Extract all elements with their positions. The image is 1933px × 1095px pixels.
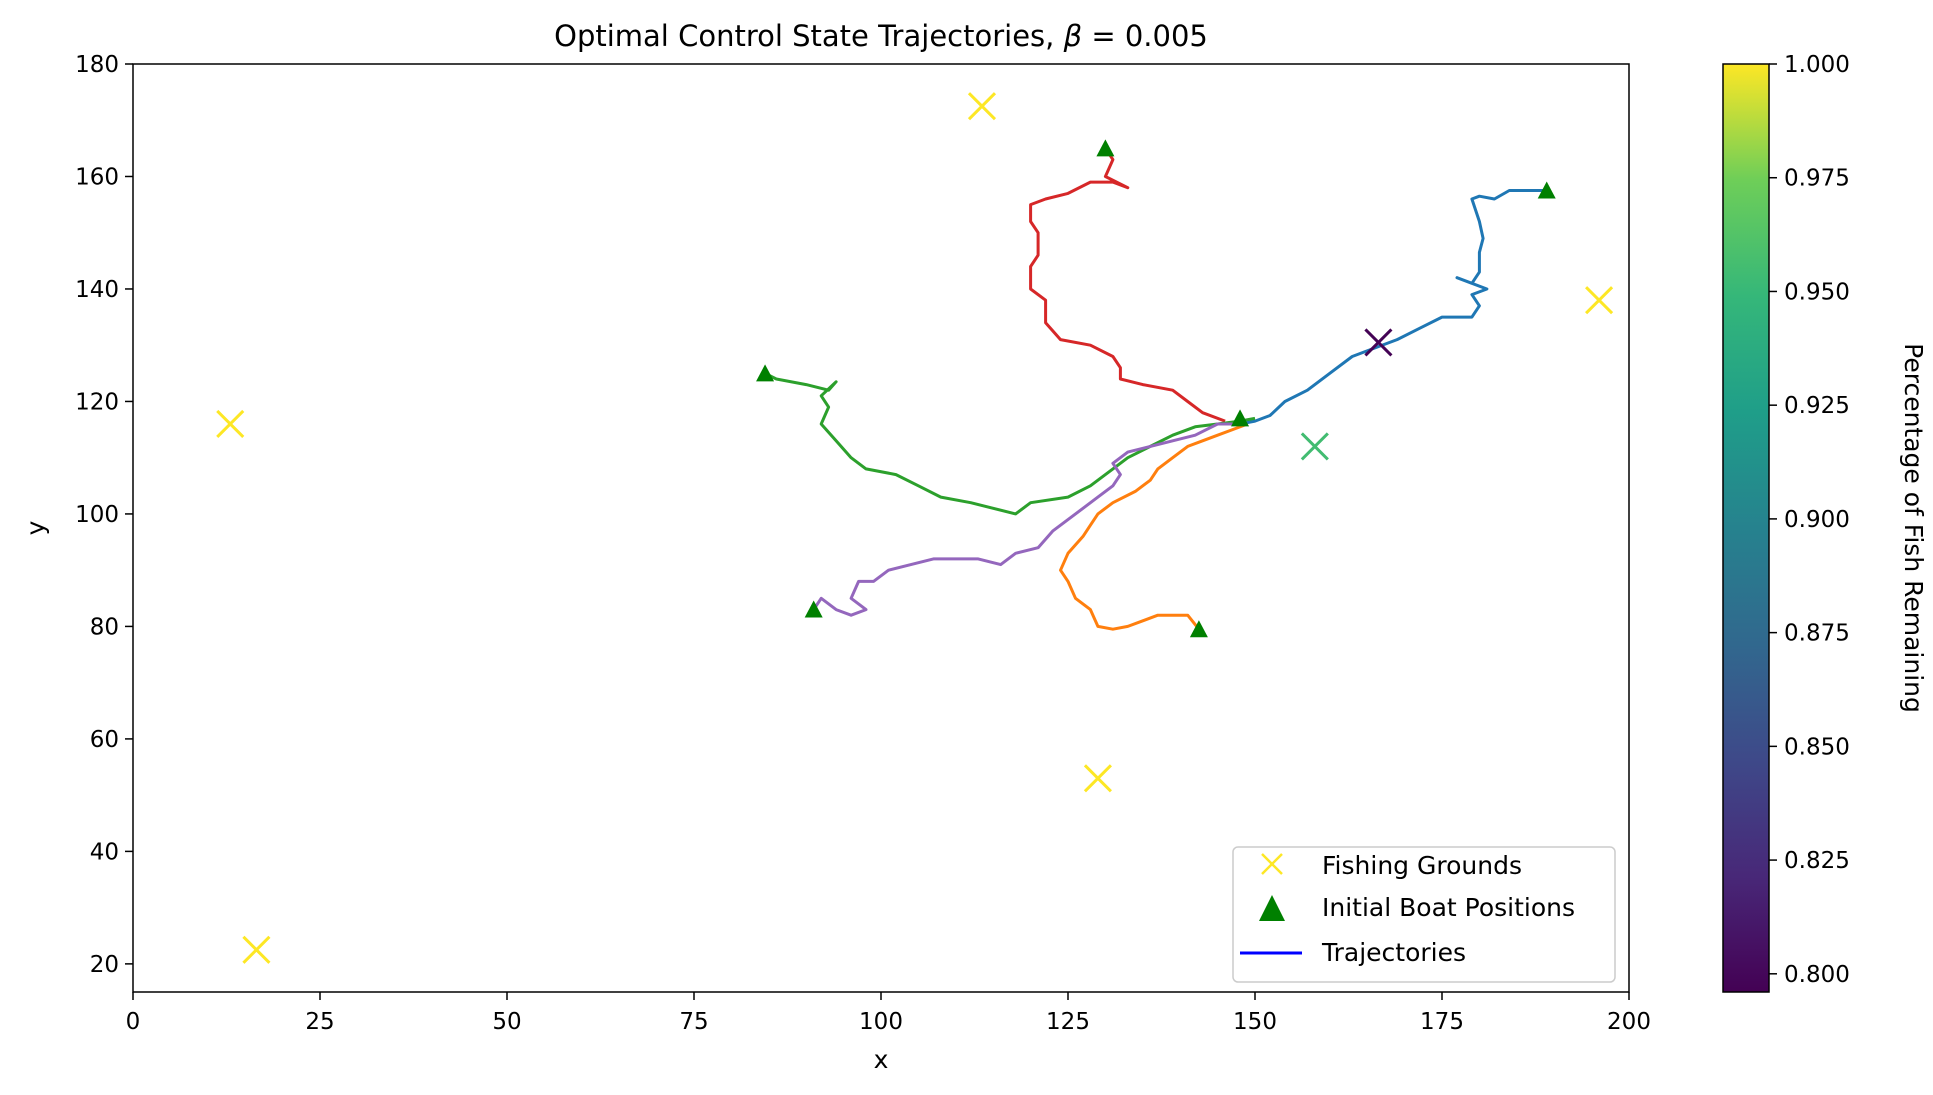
- legend-label-fishing-grounds: Fishing Grounds: [1322, 851, 1522, 880]
- x-tick-label: 0: [126, 1009, 141, 1035]
- colorbar-tick-label: 0.825: [1784, 848, 1850, 874]
- colorbar-tick-label: 0.875: [1784, 621, 1850, 647]
- y-tick-label: 60: [90, 727, 119, 753]
- trajectory-line-2: [1029, 147, 1226, 423]
- colorbar-label: Percentage of Fish Remaining: [1899, 343, 1928, 713]
- legend: Fishing Grounds Initial Boat Positions T…: [1232, 846, 1616, 983]
- initial-boat-marker-5: [1189, 620, 1208, 638]
- colorbar-tick-label: 0.950: [1784, 279, 1850, 305]
- trajectories-layer: [764, 147, 1547, 631]
- initial-boats-layer: [756, 139, 1556, 638]
- fishing-ground-marker-3: [242, 935, 271, 964]
- fishing-ground-marker-5: [1585, 286, 1614, 315]
- x-tick-label: 100: [859, 1009, 903, 1035]
- y-tick-label: 80: [90, 614, 119, 640]
- x-tick-label: 125: [1046, 1009, 1090, 1035]
- x-axis-label: x: [874, 1045, 889, 1074]
- y-tick-label: 40: [90, 839, 119, 865]
- x-tick-label: 175: [1420, 1009, 1464, 1035]
- chart-title: Optimal Control State Trajectories, β = …: [554, 19, 1208, 53]
- legend-marker-x-icon: [1261, 853, 1283, 875]
- fishing-ground-marker-6: [1300, 432, 1329, 461]
- colorbar-tick-label: 1.000: [1784, 52, 1850, 78]
- initial-boat-marker-2: [1537, 181, 1556, 199]
- fishing-ground-marker-7: [1364, 328, 1393, 357]
- y-axis-label: y: [21, 520, 50, 535]
- fishing-grounds-layer: [216, 92, 1614, 964]
- colorbar-tick-label: 0.975: [1784, 166, 1850, 192]
- legend-marker-triangle-icon: [1259, 895, 1285, 921]
- fishing-ground-marker-1: [967, 92, 997, 121]
- x-axis: 0 25 50 75 100 125 150 175 200: [126, 992, 1651, 1035]
- colorbar-gradient: [1722, 63, 1770, 993]
- y-tick-label: 20: [90, 952, 119, 978]
- trajectory-line-4: [1059, 422, 1249, 631]
- x-tick-label: 75: [679, 1009, 708, 1035]
- y-tick-label: 180: [75, 52, 119, 78]
- trajectory-line-3: [764, 371, 1256, 516]
- y-tick-label: 140: [75, 277, 119, 303]
- x-tick-label: 150: [1233, 1009, 1277, 1035]
- legend-label-initial-boats: Initial Boat Positions: [1322, 893, 1575, 922]
- trajectory-line-5: [812, 422, 1233, 617]
- initial-boat-marker-3: [756, 364, 775, 382]
- x-tick-label: 200: [1607, 1009, 1651, 1035]
- colorbar: 0.800 0.825 0.850 0.875 0.900 0.925 0.950 0.975…: [1722, 52, 1928, 993]
- colorbar-ticks: 0.800 0.825 0.850 0.875 0.900 0.925 0.950 0.975…: [1769, 52, 1850, 988]
- initial-boat-marker-4: [804, 600, 823, 618]
- legend-box: [1232, 846, 1616, 983]
- fishing-ground-marker-2: [216, 409, 245, 439]
- initial-boat-marker-1: [1096, 139, 1115, 157]
- colorbar-tick-label: 0.925: [1784, 393, 1850, 419]
- initial-boat-marker-6: [1231, 409, 1250, 427]
- trajectory-line-1: [1239, 189, 1547, 426]
- y-axis: 20 40 60 80 100 120 140 160 180: [75, 52, 133, 978]
- fishing-ground-marker-4: [1083, 764, 1112, 793]
- x-tick-label: 25: [305, 1009, 334, 1035]
- plot-area: [216, 92, 1614, 964]
- y-tick-label: 100: [75, 502, 119, 528]
- legend-label-trajectories: Trajectories: [1321, 938, 1466, 967]
- colorbar-tick-label: 0.850: [1784, 734, 1850, 760]
- y-tick-label: 120: [75, 389, 119, 415]
- colorbar-tick-label: 0.800: [1784, 962, 1850, 988]
- x-tick-label: 50: [492, 1009, 521, 1035]
- colorbar-tick-label: 0.900: [1784, 507, 1850, 533]
- y-tick-label: 160: [75, 164, 119, 190]
